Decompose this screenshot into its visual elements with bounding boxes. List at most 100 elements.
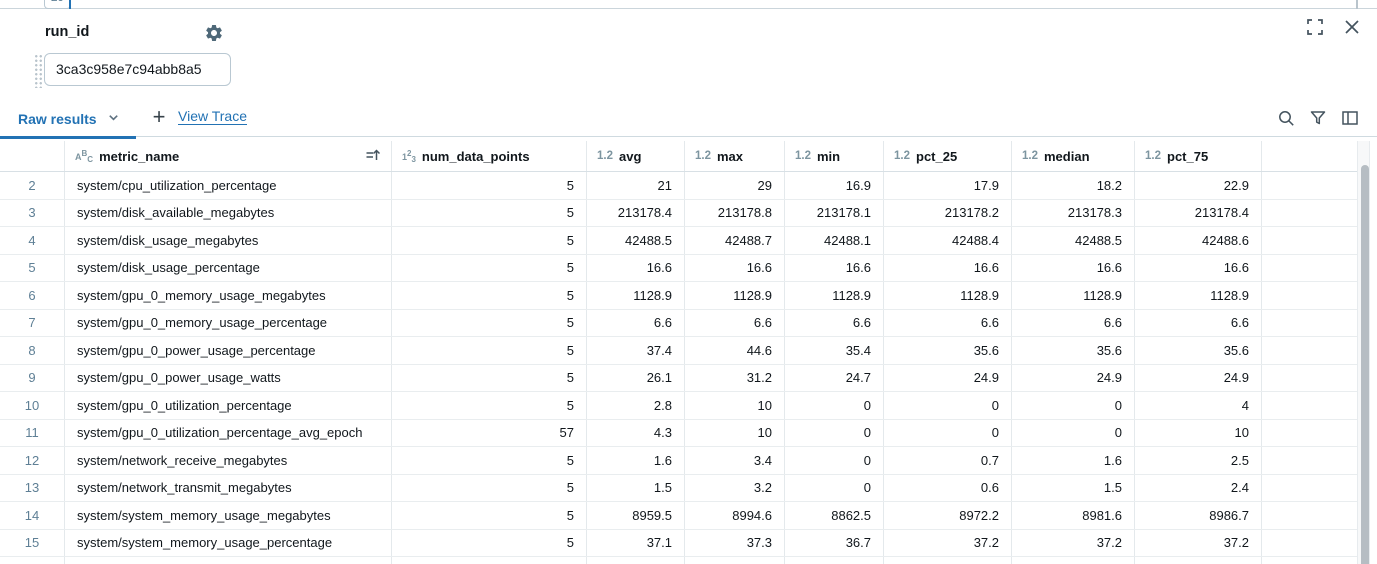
cell-avg[interactable]: 8959.5 [587, 502, 685, 529]
cell-min[interactable]: 24.7 [785, 364, 884, 391]
table-row[interactable]: 14 system/system_memory_usage_megabytes 5 8… [0, 502, 1357, 530]
cell-median[interactable]: 35.6 [1012, 337, 1135, 364]
column-header-metric_name[interactable]: ABC metric_name [65, 141, 392, 171]
table-row[interactable]: 15 system/system_memory_usage_percentage 5… [0, 529, 1357, 557]
cell-metric_name[interactable]: system/gpu_0_utilization_percentage_avg_… [65, 419, 392, 446]
cell-num_data_points[interactable]: 5 [392, 337, 587, 364]
cell-avg[interactable]: 21 [587, 172, 685, 199]
cell-metric_name[interactable]: system/network_receive_megabytes [65, 447, 392, 474]
cell-pct_25[interactable]: 6.6 [884, 309, 1012, 336]
cell-metric_name[interactable]: system/gpu_0_power_usage_percentage [65, 337, 392, 364]
cell-pct_25[interactable]: 0 [884, 419, 1012, 446]
cell-num_data_points[interactable]: 5 [392, 474, 587, 501]
cell-max[interactable]: 6.6 [685, 309, 785, 336]
columns-icon[interactable] [1341, 109, 1359, 127]
table-row[interactable]: 7 system/gpu_0_memory_usage_percentage 5 6.… [0, 309, 1357, 337]
cell-num_data_points[interactable]: 5 [392, 364, 587, 391]
cell-median[interactable]: 37.2 [1012, 529, 1135, 556]
chevron-down-icon[interactable] [107, 111, 120, 127]
cell-median[interactable]: 1.5 [1012, 474, 1135, 501]
cell-max[interactable]: 10 [685, 392, 785, 419]
cell-min[interactable]: 0 [785, 392, 884, 419]
table-row[interactable]: 12 system/network_receive_megabytes 5 1.6 3.… [0, 447, 1357, 475]
cell-min[interactable]: 8862.5 [785, 502, 884, 529]
cell-pct_25[interactable]: 42488.4 [884, 227, 1012, 254]
cell-pct_25[interactable]: 8972.2 [884, 502, 1012, 529]
column-header-median[interactable]: 1.2 median [1012, 141, 1135, 171]
cell-avg[interactable]: 42488.5 [587, 227, 685, 254]
cell-median[interactable]: 42488.5 [1012, 227, 1135, 254]
cell-median[interactable]: 0 [1012, 419, 1135, 446]
cell-metric_name[interactable]: system/gpu_0_memory_usage_percentage [65, 309, 392, 336]
cell-num_data_points[interactable]: 5 [392, 282, 587, 309]
cell-pct_25[interactable]: 1128.9 [884, 282, 1012, 309]
cell-max[interactable]: 37.3 [685, 529, 785, 556]
cell-pct_25[interactable]: 16.6 [884, 254, 1012, 281]
gear-icon[interactable] [204, 23, 224, 43]
view-trace-link[interactable]: View Trace [178, 108, 247, 124]
table-row[interactable]: 8 system/gpu_0_power_usage_percentage 5 37.… [0, 337, 1357, 365]
cell-median[interactable]: 1128.9 [1012, 282, 1135, 309]
cell-max[interactable]: 42488.7 [685, 227, 785, 254]
cell-pct_25[interactable]: 213178.2 [884, 199, 1012, 226]
cell-pct_75[interactable]: 6.6 [1135, 309, 1262, 336]
cell-pct_75[interactable]: 22.9 [1135, 172, 1262, 199]
cell-metric_name[interactable]: system/disk_usage_percentage [65, 254, 392, 281]
cell-max[interactable]: 3.4 [685, 447, 785, 474]
table-scrollbar[interactable] [1357, 141, 1370, 564]
cell-metric_name[interactable]: system/disk_usage_megabytes [65, 227, 392, 254]
add-tab-button[interactable]: + [152, 104, 166, 129]
column-header-num_data_points[interactable]: 123 num_data_points [392, 141, 587, 171]
cell-num_data_points[interactable]: 5 [392, 309, 587, 336]
cell-pct_75[interactable]: 42488.6 [1135, 227, 1262, 254]
cell-pct_25[interactable]: 24.9 [884, 364, 1012, 391]
cell-min[interactable]: 16.6 [785, 254, 884, 281]
cell-median[interactable]: 1.6 [1012, 447, 1135, 474]
cell-median[interactable]: 18.2 [1012, 172, 1135, 199]
cell-avg[interactable]: 1128.9 [587, 282, 685, 309]
cell-median[interactable]: 8981.6 [1012, 502, 1135, 529]
sort-ascending-icon[interactable] [365, 147, 381, 166]
cell-min[interactable]: 35.4 [785, 337, 884, 364]
cell-max[interactable]: 44.6 [685, 337, 785, 364]
cell-num_data_points[interactable]: 5 [392, 227, 587, 254]
cell-metric_name[interactable]: system/gpu_0_power_usage_watts [65, 364, 392, 391]
scrollbar-thumb[interactable] [1360, 165, 1369, 564]
cell-pct_25[interactable]: 35.6 [884, 337, 1012, 364]
cell-pct_75[interactable]: 24.9 [1135, 364, 1262, 391]
expand-icon[interactable] [1306, 18, 1324, 36]
cell-metric_name[interactable]: system/system_memory_usage_megabytes [65, 502, 392, 529]
cell-min[interactable]: 1128.9 [785, 282, 884, 309]
table-row[interactable]: 6 system/gpu_0_memory_usage_megabytes 5 112… [0, 282, 1357, 310]
cell-median[interactable]: 16.6 [1012, 254, 1135, 281]
cell-max[interactable]: 10 [685, 419, 785, 446]
cell-median[interactable]: 0 [1012, 392, 1135, 419]
cell-pct_75[interactable]: 213178.4 [1135, 199, 1262, 226]
run-id-input[interactable]: 3ca3c958e7c94abb8a5 [44, 53, 231, 86]
table-row[interactable]: 2 system/cpu_utilization_percentage 5 21 29 1… [0, 172, 1357, 200]
cell-max[interactable]: 1128.9 [685, 282, 785, 309]
cell-max[interactable]: 29 [685, 172, 785, 199]
cell-min[interactable]: 0 [785, 419, 884, 446]
cell-num_data_points[interactable]: 5 [392, 529, 587, 556]
cell-pct_75[interactable]: 16.6 [1135, 254, 1262, 281]
cell-median[interactable]: 24.9 [1012, 364, 1135, 391]
cell-metric_name[interactable]: system/gpu_0_memory_usage_megabytes [65, 282, 392, 309]
cell-num_data_points[interactable]: 5 [392, 392, 587, 419]
cell-max[interactable]: 213178.8 [685, 199, 785, 226]
cell-max[interactable]: 31.2 [685, 364, 785, 391]
cell-median[interactable]: 213178.3 [1012, 199, 1135, 226]
cell-avg[interactable]: 1.6 [587, 447, 685, 474]
cell-pct_75[interactable]: 2.4 [1135, 474, 1262, 501]
cell-avg[interactable]: 1.5 [587, 474, 685, 501]
cell-avg[interactable]: 4.3 [587, 419, 685, 446]
cell-min[interactable]: 16.9 [785, 172, 884, 199]
cell-avg[interactable]: 37.4 [587, 337, 685, 364]
tab-raw-results[interactable]: Raw results [0, 100, 136, 139]
column-header-min[interactable]: 1.2 min [785, 141, 884, 171]
cell-num_data_points[interactable]: 57 [392, 419, 587, 446]
column-header-pct_75[interactable]: 1.2 pct_75 [1135, 141, 1262, 171]
cell-metric_name[interactable]: system/system_memory_usage_percentage [65, 529, 392, 556]
table-row[interactable]: 4 system/disk_usage_megabytes 5 42488.5 4248… [0, 227, 1357, 255]
cell-min[interactable]: 36.7 [785, 529, 884, 556]
